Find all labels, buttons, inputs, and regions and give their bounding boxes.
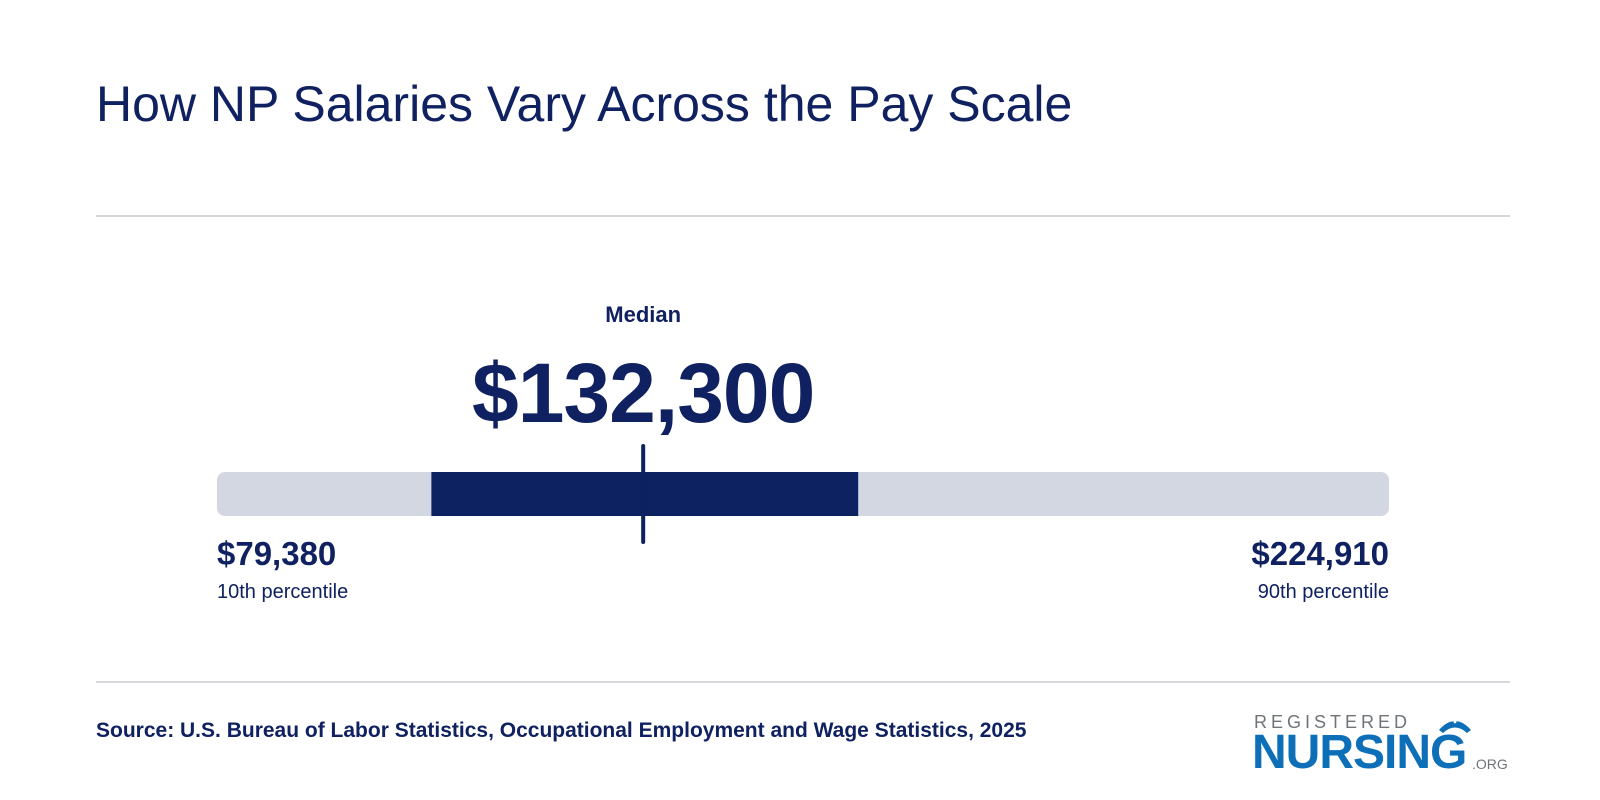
nurse-cap-icon xyxy=(1439,717,1471,733)
logo-registered-text: REGISTERED xyxy=(1254,712,1412,732)
logo-org-text: .ORG xyxy=(1472,756,1508,772)
median-value-label: $132,300 xyxy=(471,346,815,440)
median-caption: Median xyxy=(605,302,682,327)
high-value-label: $224,910 xyxy=(1251,535,1389,572)
page-title: How NP Salaries Vary Across the Pay Scal… xyxy=(96,76,1073,132)
source-citation: Source: U.S. Bureau of Labor Statistics,… xyxy=(96,719,1027,742)
high-percentile-caption: 90th percentile xyxy=(1257,581,1389,603)
registered-nursing-logo: REGISTERED NURSING .ORG xyxy=(1250,712,1510,778)
logo-nursing-text: NURSING xyxy=(1252,726,1467,779)
top-divider xyxy=(96,215,1510,217)
low-value-label: $79,380 xyxy=(217,535,337,572)
bottom-divider xyxy=(96,681,1510,683)
low-percentile-caption: 10th percentile xyxy=(217,581,349,603)
